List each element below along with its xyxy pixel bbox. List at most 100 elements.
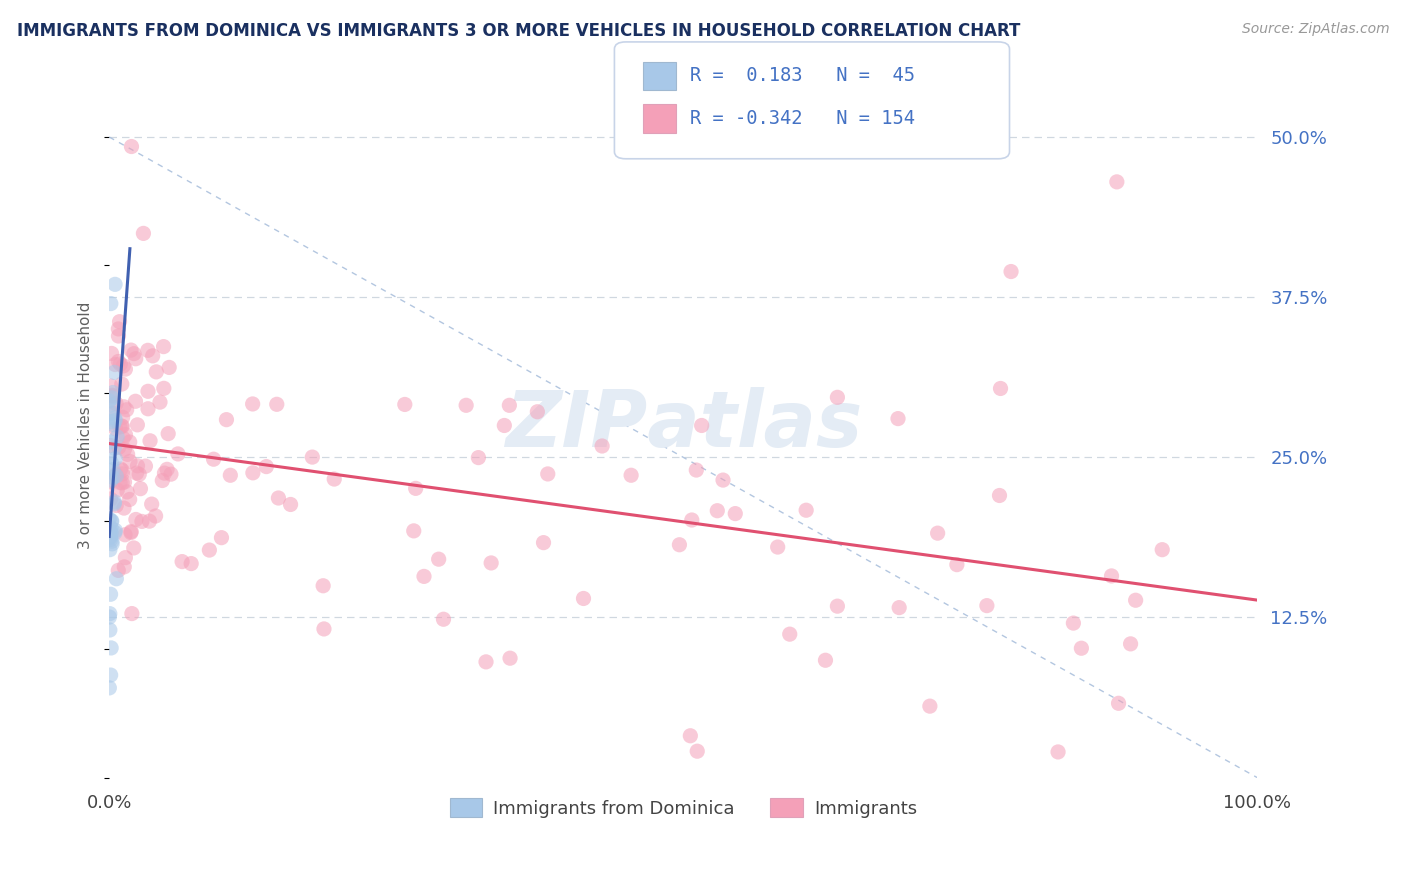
- Point: [927, 526, 949, 541]
- Point: [1108, 696, 1130, 710]
- Point: [112, 431, 135, 445]
- Point: [105, 499, 128, 513]
- Point: [100, 640, 122, 655]
- Point: [100, 379, 122, 393]
- Point: [105, 572, 128, 586]
- Point: [101, 389, 124, 403]
- Point: [101, 462, 124, 476]
- Point: [766, 540, 789, 554]
- Point: [686, 744, 709, 758]
- Point: [105, 469, 128, 483]
- Point: [690, 418, 713, 433]
- Point: [889, 600, 911, 615]
- Point: [120, 524, 142, 539]
- Point: [104, 411, 127, 425]
- Point: [100, 491, 122, 506]
- Point: [115, 402, 138, 417]
- Point: [312, 579, 335, 593]
- Point: [150, 474, 173, 488]
- Point: [679, 729, 702, 743]
- Text: Source: ZipAtlas.com: Source: ZipAtlas.com: [1241, 22, 1389, 37]
- Point: [131, 515, 153, 529]
- Point: [100, 296, 122, 310]
- Point: [103, 365, 125, 379]
- Point: [103, 417, 125, 432]
- Point: [125, 512, 148, 526]
- Point: [125, 466, 148, 480]
- Point: [104, 524, 127, 538]
- Point: [111, 463, 134, 477]
- Point: [494, 418, 516, 433]
- Point: [100, 438, 122, 452]
- Point: [108, 475, 131, 490]
- Point: [266, 397, 288, 411]
- Point: [153, 466, 176, 480]
- Point: [100, 521, 122, 535]
- Point: [98, 531, 121, 545]
- Point: [107, 329, 129, 343]
- Point: [280, 498, 302, 512]
- Point: [105, 430, 128, 444]
- Point: [111, 419, 134, 434]
- Point: [136, 343, 159, 358]
- Point: [101, 391, 124, 405]
- Point: [198, 543, 221, 558]
- Point: [100, 475, 122, 489]
- Point: [138, 514, 160, 528]
- Point: [136, 384, 159, 399]
- Point: [105, 396, 128, 410]
- Point: [104, 277, 127, 292]
- Point: [98, 393, 121, 408]
- Point: [103, 497, 125, 511]
- Point: [467, 450, 489, 465]
- Point: [118, 435, 141, 450]
- Point: [107, 563, 129, 577]
- Point: [141, 497, 163, 511]
- Point: [1062, 616, 1084, 631]
- Point: [104, 422, 127, 436]
- Legend: Immigrants from Dominica, Immigrants: Immigrants from Dominica, Immigrants: [443, 791, 924, 825]
- Point: [432, 612, 454, 626]
- Text: R =  0.183   N =  45: R = 0.183 N = 45: [690, 66, 915, 86]
- Point: [98, 623, 121, 637]
- Point: [1000, 264, 1022, 278]
- Point: [127, 458, 149, 473]
- Point: [100, 346, 122, 360]
- Point: [103, 495, 125, 509]
- Point: [103, 441, 125, 455]
- Point: [779, 627, 801, 641]
- Point: [100, 587, 122, 601]
- Point: [129, 482, 152, 496]
- Point: [572, 591, 595, 606]
- Point: [242, 466, 264, 480]
- Point: [180, 557, 202, 571]
- Point: [111, 467, 134, 481]
- Point: [1125, 593, 1147, 607]
- Point: [149, 395, 172, 409]
- Point: [990, 382, 1012, 396]
- Point: [112, 359, 135, 373]
- Point: [101, 385, 124, 400]
- Point: [711, 473, 734, 487]
- Point: [98, 610, 121, 624]
- Point: [112, 501, 135, 516]
- Point: [104, 413, 127, 427]
- Point: [120, 525, 142, 540]
- Point: [668, 538, 690, 552]
- Point: [681, 513, 703, 527]
- Point: [215, 412, 238, 426]
- Point: [100, 514, 122, 528]
- Point: [827, 599, 849, 614]
- Point: [115, 484, 138, 499]
- Point: [121, 607, 143, 621]
- Point: [456, 398, 478, 412]
- Point: [103, 406, 125, 420]
- Point: [242, 397, 264, 411]
- Point: [136, 401, 159, 416]
- Point: [413, 569, 436, 583]
- Point: [110, 419, 132, 434]
- Point: [110, 462, 132, 476]
- Text: ZIP​atlas: ZIP​atlas: [505, 387, 862, 463]
- Point: [104, 525, 127, 540]
- Point: [526, 405, 548, 419]
